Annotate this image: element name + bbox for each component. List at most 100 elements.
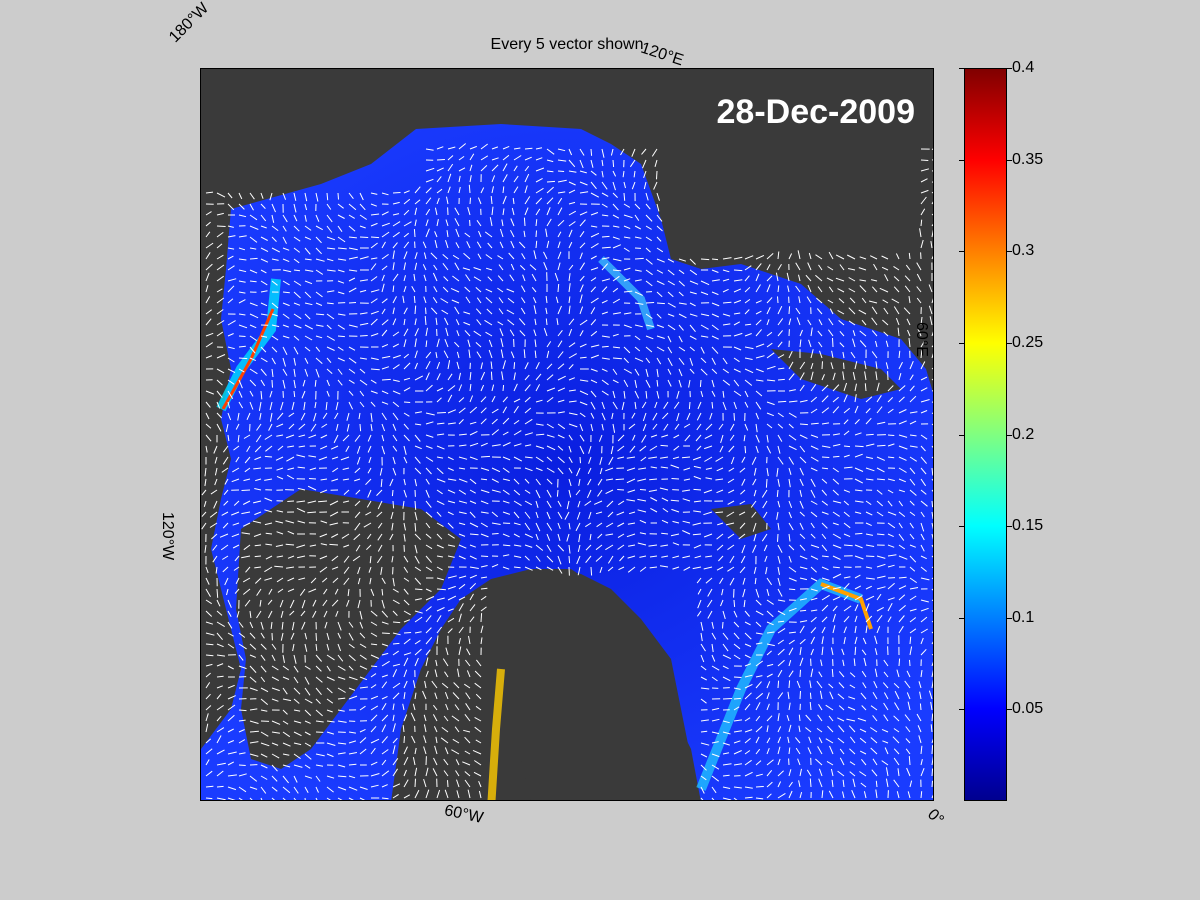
vector-arrow	[264, 497, 273, 502]
vector-arrow	[920, 500, 928, 507]
vector-arrow	[436, 607, 445, 612]
vector-arrow	[904, 275, 911, 282]
vector-arrow	[755, 329, 762, 337]
vector-arrow	[700, 775, 707, 781]
vector-arrow	[725, 522, 735, 526]
vector-arrow	[931, 255, 933, 260]
vector-arrow	[321, 423, 328, 428]
vector-arrow	[282, 742, 291, 747]
vector-arrow	[639, 566, 647, 572]
vector-arrow	[458, 467, 466, 470]
vector-arrow	[928, 305, 933, 315]
vector-arrow	[848, 307, 856, 315]
vector-arrow	[315, 709, 323, 717]
vector-arrow	[872, 715, 878, 722]
vector-arrow	[475, 705, 482, 711]
vector-arrow	[227, 401, 231, 409]
vector-arrow	[463, 311, 471, 315]
vector-arrow	[480, 442, 488, 447]
vector-arrow	[260, 302, 268, 307]
vector-arrow	[755, 412, 760, 420]
vector-arrow	[297, 466, 306, 469]
vector-arrow	[475, 308, 482, 315]
vector-arrow	[293, 236, 301, 242]
vector-arrow	[216, 770, 224, 777]
novaya-zemlya	[771, 349, 901, 399]
vector-arrow	[898, 350, 901, 359]
vector-arrow	[656, 313, 662, 319]
vector-arrow	[348, 225, 356, 232]
vector-arrow	[557, 456, 565, 464]
vector-arrow	[543, 328, 548, 337]
vector-arrow	[502, 145, 510, 150]
vector-arrow	[480, 533, 489, 538]
vector-arrow	[700, 621, 704, 631]
vector-arrow	[238, 291, 246, 294]
vector-arrow	[348, 786, 358, 791]
vector-arrow	[891, 298, 900, 304]
vector-arrow	[370, 242, 378, 249]
vector-arrow	[733, 368, 741, 373]
vector-arrow	[403, 657, 409, 667]
vector-arrow	[463, 252, 471, 260]
vector-arrow	[323, 610, 328, 618]
vector-arrow	[726, 511, 735, 517]
vector-arrow	[423, 274, 427, 282]
vector-arrow	[656, 302, 665, 305]
vector-arrow	[205, 242, 214, 249]
vector-arrow	[711, 258, 719, 261]
vector-arrow	[722, 731, 731, 735]
vector-arrow	[821, 604, 829, 612]
vector-arrow	[476, 351, 482, 359]
vector-arrow	[304, 302, 313, 306]
vector-arrow	[249, 632, 256, 639]
vector-arrow	[392, 242, 398, 249]
vector-arrow	[733, 299, 742, 304]
vector-arrow	[381, 192, 389, 196]
vector-arrow	[260, 731, 269, 737]
vector-arrow	[874, 635, 878, 645]
vector-arrow	[423, 724, 427, 733]
vector-arrow	[799, 609, 807, 612]
vector-arrow	[887, 554, 897, 557]
vector-arrow	[590, 277, 597, 282]
vector-arrow	[381, 211, 389, 216]
vector-arrow	[920, 208, 926, 216]
vector-arrow	[227, 192, 233, 199]
vector-arrow	[821, 626, 826, 634]
vector-arrow	[254, 555, 262, 558]
vector-arrow	[597, 533, 603, 539]
vector-arrow	[480, 187, 485, 194]
vector-arrow	[707, 610, 713, 619]
vector-arrow	[436, 615, 442, 623]
vector-arrow	[465, 703, 471, 711]
vector-arrow	[458, 478, 468, 483]
vector-arrow	[546, 566, 554, 571]
vector-arrow	[931, 353, 933, 359]
vector-arrow	[260, 654, 266, 661]
vector-arrow	[718, 555, 724, 562]
vector-arrow	[474, 682, 482, 689]
vector-arrow	[359, 676, 368, 681]
vector-arrow	[458, 544, 467, 549]
vector-arrow	[568, 423, 578, 428]
vector-arrow	[369, 555, 372, 564]
vector-arrow	[315, 302, 323, 306]
vector-arrow	[656, 236, 662, 242]
vector-arrow	[862, 637, 867, 645]
vector-arrow	[733, 357, 740, 363]
vector-arrow	[356, 456, 361, 465]
vector-arrow	[315, 324, 324, 327]
vector-arrow	[422, 241, 427, 249]
vector-arrow	[304, 247, 311, 255]
vector-arrow	[623, 368, 632, 374]
vector-arrow	[832, 489, 839, 496]
vector-arrow	[370, 784, 379, 788]
vector-arrow	[656, 335, 665, 339]
vector-arrow	[436, 412, 446, 414]
vector-arrow	[326, 313, 335, 320]
vector-arrow	[535, 177, 543, 183]
vector-arrow	[692, 533, 702, 536]
vector-arrow	[535, 522, 541, 532]
vector-arrow	[673, 445, 680, 451]
